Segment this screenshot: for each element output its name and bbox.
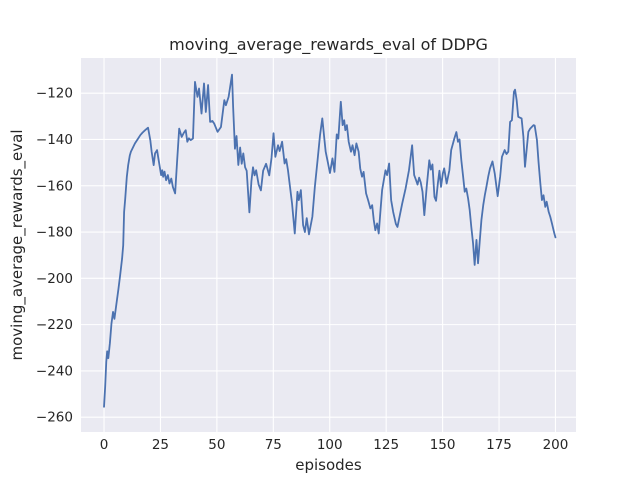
y-tick-label: −260: [36, 410, 73, 426]
x-tick-label: 0: [100, 437, 109, 453]
x-axis-label: episodes: [295, 456, 362, 474]
x-tick-label: 150: [430, 437, 456, 453]
gridlines: [81, 58, 576, 432]
y-tick-label: −180: [36, 225, 73, 241]
y-tick-label: −120: [36, 86, 73, 102]
chart-title: moving_average_rewards_eval of DDPG: [169, 35, 488, 55]
x-tick-label: 175: [486, 437, 512, 453]
plot-area: [81, 58, 576, 432]
y-tick-label: −220: [36, 317, 73, 333]
x-tick-label: 75: [265, 437, 282, 453]
x-tick-label: 200: [543, 437, 569, 453]
y-tick-label: −200: [36, 271, 73, 287]
y-tick-label: −240: [36, 363, 73, 379]
x-tick-labels: 0 25 50 75 100 125 150 175 200: [100, 437, 569, 453]
y-tick-label: −140: [36, 132, 73, 148]
x-tick-label: 100: [317, 437, 343, 453]
reward-line: [103, 73, 557, 408]
y-tick-label: −160: [36, 178, 73, 194]
y-tick-labels: −120 −140 −160 −180 −200 −220 −240 −260: [36, 86, 73, 426]
y-axis-label: moving_average_rewards_eval: [8, 130, 27, 361]
x-tick-label: 125: [373, 437, 399, 453]
x-tick-label: 25: [152, 437, 169, 453]
x-tick-label: 50: [208, 437, 225, 453]
